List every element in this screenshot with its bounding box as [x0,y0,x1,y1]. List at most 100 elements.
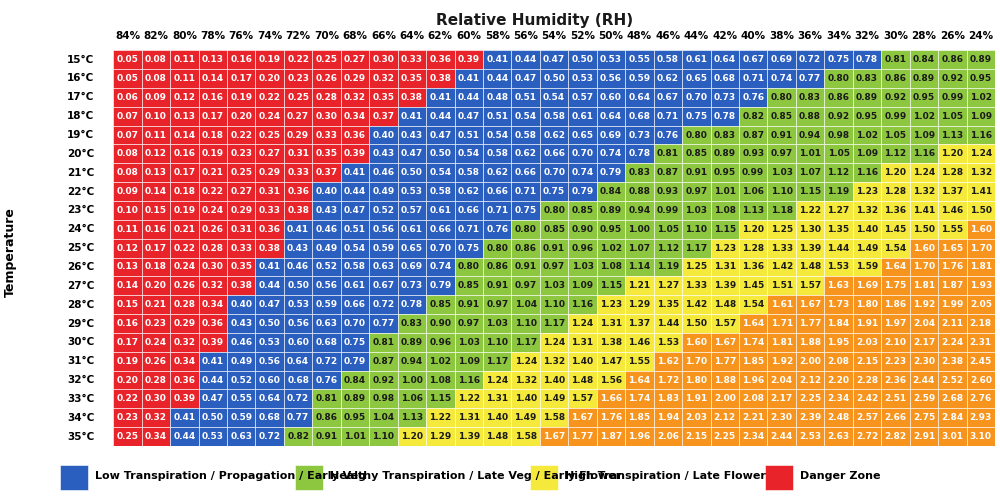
Text: 0.28: 0.28 [316,93,338,102]
Text: 0.43: 0.43 [230,319,252,328]
Text: 0.11: 0.11 [117,225,139,234]
FancyBboxPatch shape [170,145,199,163]
Text: 0.36: 0.36 [259,225,281,234]
Text: 1.99: 1.99 [941,300,964,309]
FancyBboxPatch shape [910,295,938,314]
Text: 0.57: 0.57 [401,206,423,215]
Text: 0.33: 0.33 [401,55,423,64]
FancyBboxPatch shape [625,145,654,163]
Text: 1.03: 1.03 [685,206,707,215]
FancyBboxPatch shape [938,88,967,107]
FancyBboxPatch shape [682,145,711,163]
Text: 1.19: 1.19 [827,187,850,196]
Text: 0.86: 0.86 [316,413,338,422]
FancyBboxPatch shape [910,107,938,125]
FancyBboxPatch shape [341,370,369,390]
FancyBboxPatch shape [739,370,767,390]
Text: 0.87: 0.87 [742,131,764,140]
FancyBboxPatch shape [625,390,654,408]
Text: 2.04: 2.04 [913,319,935,328]
FancyBboxPatch shape [369,258,398,276]
Text: 0.50: 0.50 [543,74,565,83]
Text: 1.17: 1.17 [685,243,707,253]
FancyBboxPatch shape [910,145,938,163]
FancyBboxPatch shape [398,220,426,239]
Text: 0.13: 0.13 [202,55,224,64]
FancyBboxPatch shape [113,69,142,88]
Text: 0.91: 0.91 [685,168,707,177]
FancyBboxPatch shape [568,276,597,295]
Text: 1.44: 1.44 [827,243,850,253]
Text: 0.83: 0.83 [856,74,878,83]
FancyBboxPatch shape [910,390,938,408]
FancyBboxPatch shape [910,276,938,295]
FancyBboxPatch shape [967,258,995,276]
Text: 1.91: 1.91 [685,395,707,403]
Text: 0.81: 0.81 [372,338,394,347]
FancyBboxPatch shape [284,258,312,276]
Text: 1.88: 1.88 [799,338,821,347]
Text: 1.36: 1.36 [884,206,907,215]
Text: 0.05: 0.05 [117,74,138,83]
Text: 2.17: 2.17 [771,395,793,403]
Text: 1.24: 1.24 [913,168,935,177]
Text: 18°C: 18°C [67,111,94,121]
Text: 1.69: 1.69 [856,281,878,290]
Text: 1.48: 1.48 [799,263,821,272]
FancyBboxPatch shape [341,201,369,220]
Text: 0.97: 0.97 [771,149,793,158]
Text: 19°C: 19°C [67,130,94,140]
FancyBboxPatch shape [540,352,568,370]
Text: 0.69: 0.69 [401,263,423,272]
FancyBboxPatch shape [199,239,227,258]
FancyBboxPatch shape [796,333,824,352]
FancyBboxPatch shape [625,333,654,352]
Text: 0.52: 0.52 [316,263,338,272]
Text: 1.27: 1.27 [657,281,679,290]
FancyBboxPatch shape [765,465,793,490]
FancyBboxPatch shape [113,276,142,295]
Text: 2.21: 2.21 [742,413,764,422]
FancyBboxPatch shape [113,239,142,258]
Text: 20°C: 20°C [67,149,94,159]
Text: 0.33: 0.33 [259,206,281,215]
FancyBboxPatch shape [796,88,824,107]
FancyBboxPatch shape [739,125,767,145]
FancyBboxPatch shape [142,408,170,427]
Text: 0.84: 0.84 [600,187,622,196]
Text: 0.38: 0.38 [287,206,309,215]
FancyBboxPatch shape [711,125,739,145]
Text: 1.24: 1.24 [515,357,537,366]
FancyBboxPatch shape [910,408,938,427]
FancyBboxPatch shape [568,182,597,201]
FancyBboxPatch shape [767,314,796,333]
FancyBboxPatch shape [369,50,398,69]
Text: 1.91: 1.91 [856,319,878,328]
Text: 1.40: 1.40 [572,357,594,366]
FancyBboxPatch shape [255,88,284,107]
Text: 0.79: 0.79 [600,168,622,177]
Text: 0.21: 0.21 [145,300,167,309]
FancyBboxPatch shape [682,295,711,314]
Text: 0.35: 0.35 [401,74,423,83]
Text: 0.66: 0.66 [543,149,565,158]
FancyBboxPatch shape [227,427,255,446]
FancyBboxPatch shape [682,182,711,201]
Text: 0.43: 0.43 [287,243,309,253]
FancyBboxPatch shape [199,408,227,427]
FancyBboxPatch shape [711,427,739,446]
FancyBboxPatch shape [938,182,967,201]
FancyBboxPatch shape [853,427,881,446]
Text: 1.70: 1.70 [685,357,707,366]
Text: 0.35: 0.35 [230,263,252,272]
FancyBboxPatch shape [199,201,227,220]
Text: 0.92: 0.92 [941,74,963,83]
Text: 0.60: 0.60 [287,338,309,347]
Text: 26%: 26% [940,31,965,41]
Text: 0.32: 0.32 [344,93,366,102]
FancyBboxPatch shape [568,107,597,125]
FancyBboxPatch shape [540,88,568,107]
Text: 0.73: 0.73 [628,131,651,140]
FancyBboxPatch shape [284,427,312,446]
FancyBboxPatch shape [199,314,227,333]
